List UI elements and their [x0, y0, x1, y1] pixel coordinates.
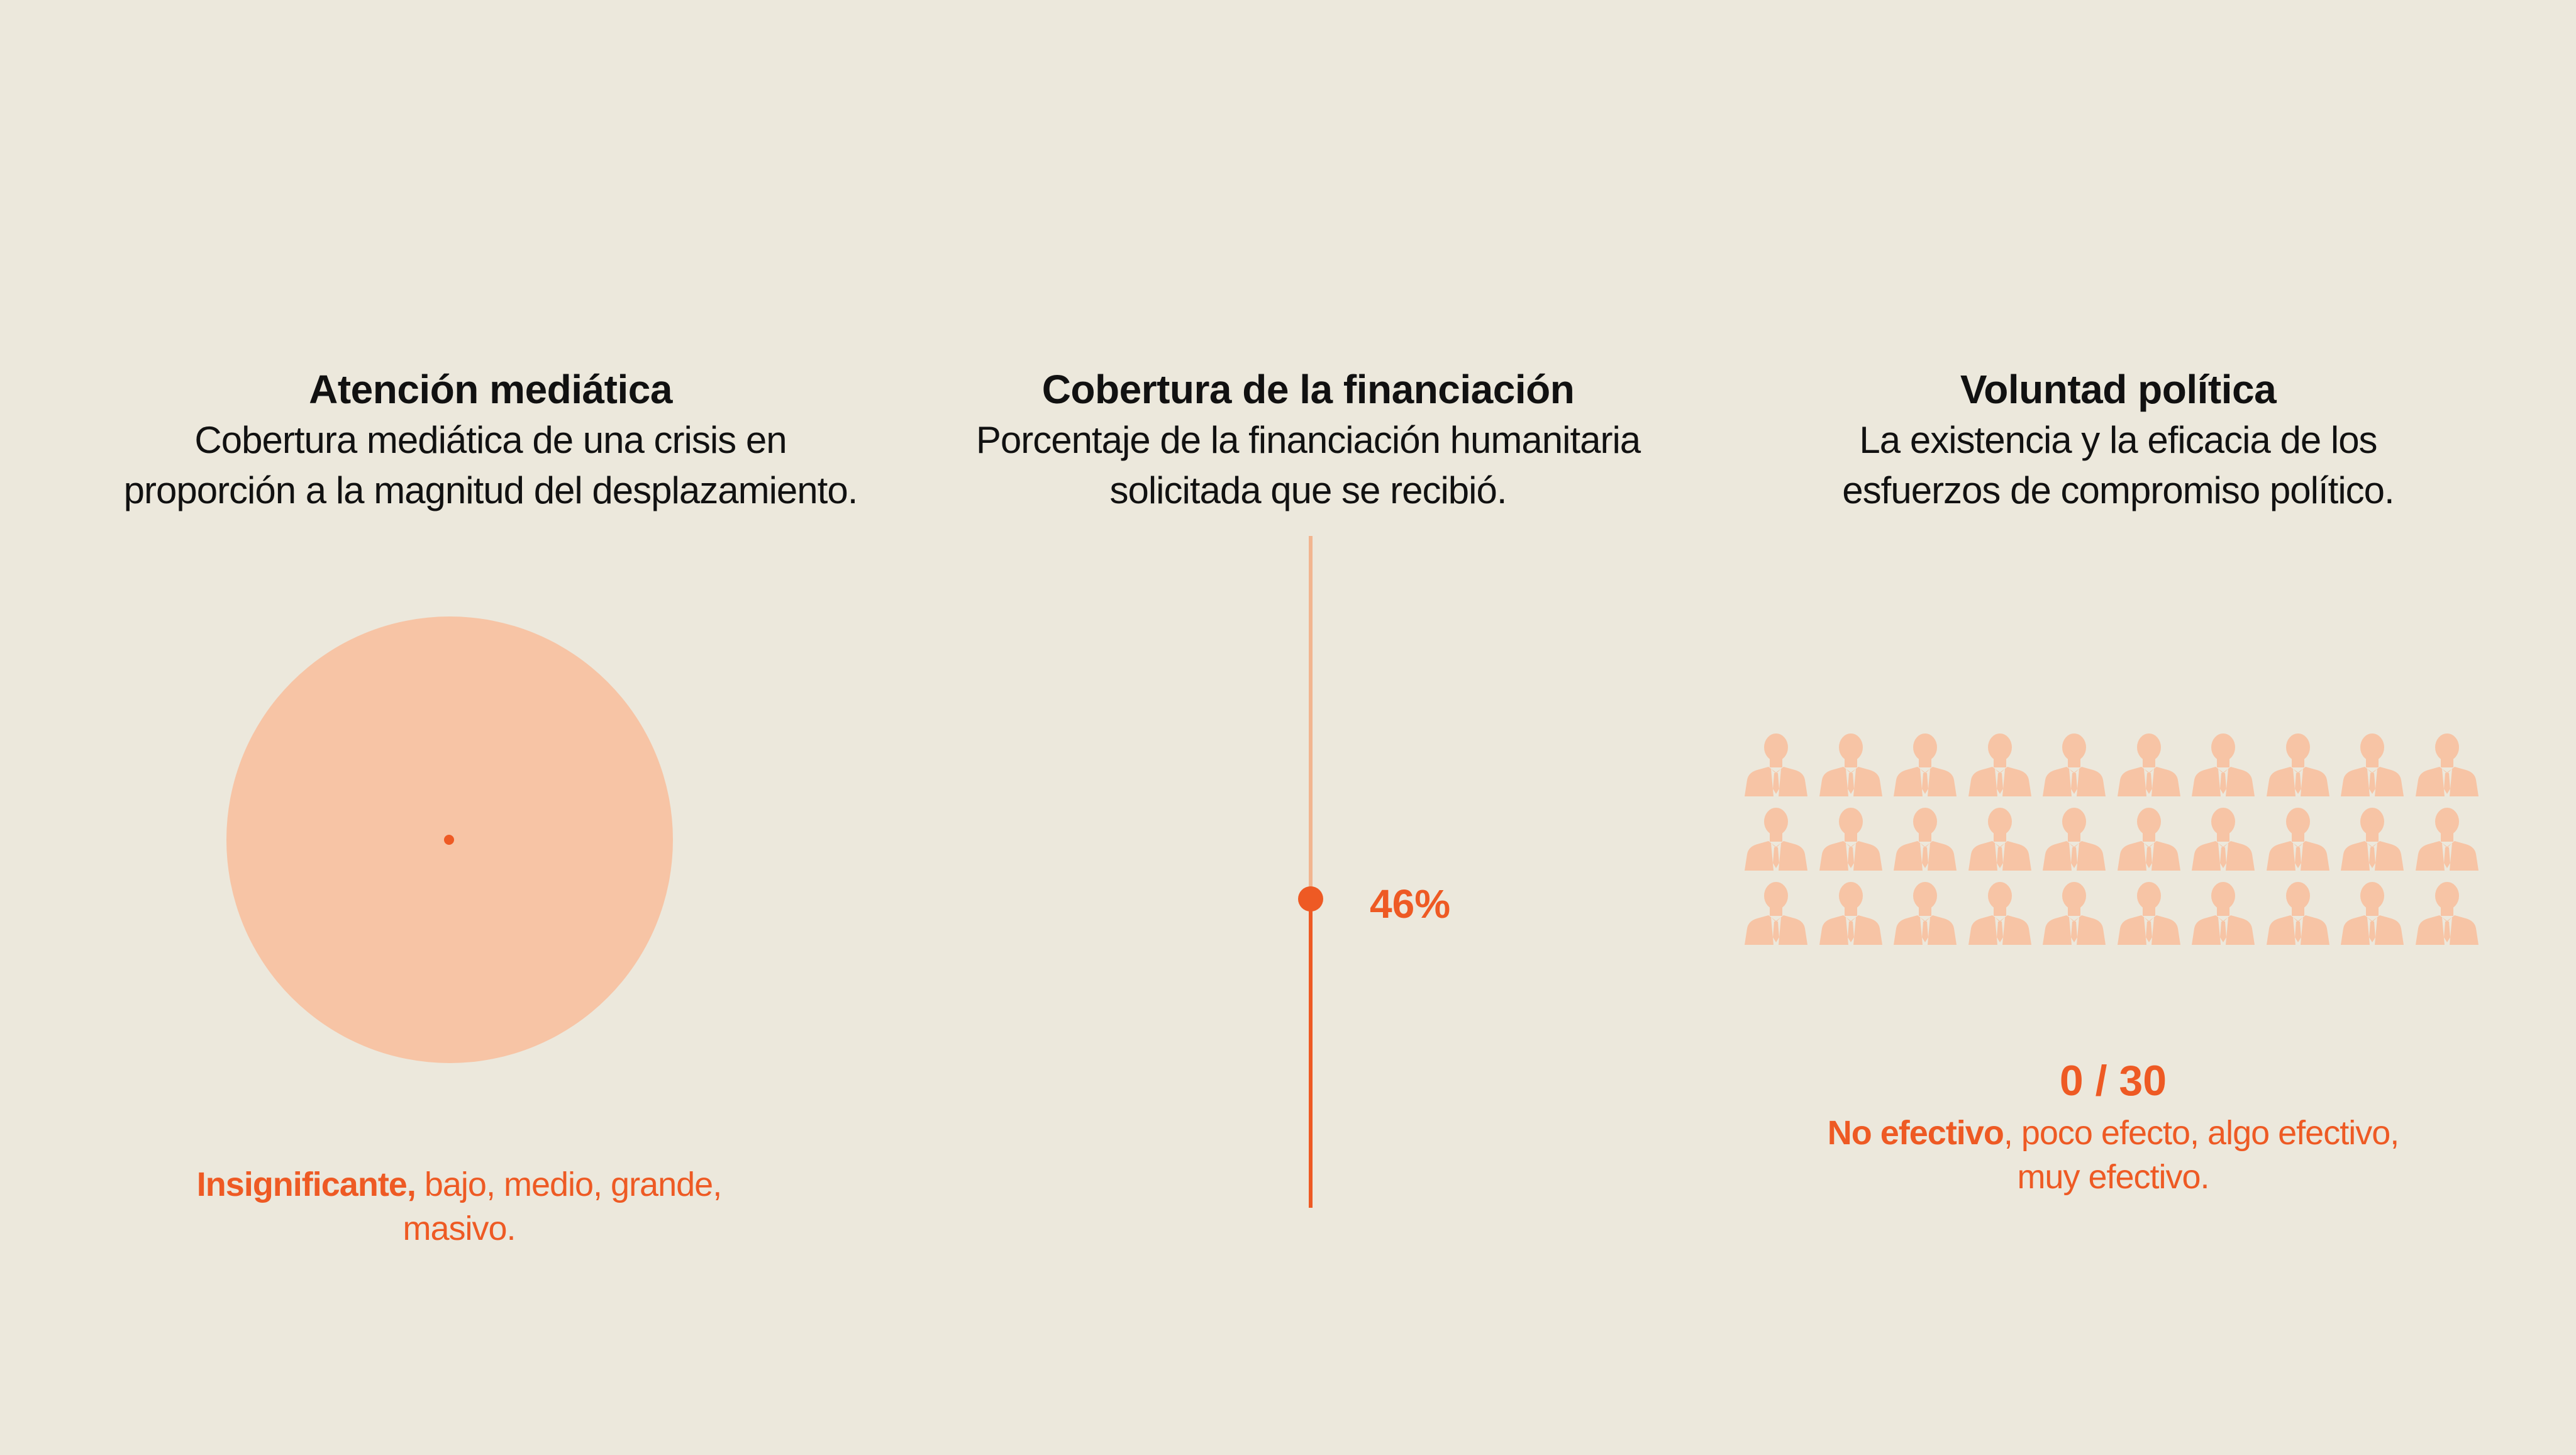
person-icon: [1745, 733, 1807, 796]
funding-coverage-section: Cobertura de la financiación Porcentaje …: [893, 0, 1723, 1455]
person-icon: [2043, 882, 2106, 945]
media-attention-section: Atención mediática Cobertura mediática d…: [0, 0, 981, 1455]
person-icon: [2043, 733, 2106, 796]
person-icon: [2192, 733, 2255, 796]
political-will-heading: Voluntad política La existencia y la efi…: [1660, 364, 2576, 516]
media-attention-heading: Atención mediática Cobertura mediática d…: [0, 364, 981, 516]
political-will-scale: No efectivo, poco efecto, algo efectivo,…: [1799, 1111, 2428, 1199]
person-icon: [2415, 733, 2479, 796]
funding-coverage-description: Porcentaje de la financiación humanitari…: [975, 419, 1641, 511]
funding-fill: [1309, 898, 1313, 1208]
person-icon: [1819, 733, 1882, 796]
funding-track: [1309, 536, 1313, 1208]
person-icon: [2415, 808, 2479, 871]
political-will-title: Voluntad política: [1960, 367, 2277, 412]
person-icon: [2415, 882, 2479, 945]
media-attention-description: Cobertura mediática de una crisis en pro…: [123, 419, 858, 511]
person-icon: [1968, 808, 2031, 871]
person-icon: [1745, 808, 1807, 871]
person-icon: [1968, 733, 2031, 796]
person-icon: [2192, 808, 2255, 871]
political-will-description: La existencia y la eficacia de los esfue…: [1842, 419, 2394, 511]
media-attention-scale: Insignificante, bajo, medio, grande, mas…: [189, 1162, 730, 1251]
media-attention-scale-rest: bajo, medio, grande, masivo.: [402, 1166, 722, 1247]
funding-percent-label: 46%: [1370, 881, 1451, 927]
political-will-scale-rest: , poco efecto, algo efectivo, muy efecti…: [2003, 1114, 2399, 1196]
political-will-level: No efectivo: [1827, 1114, 2004, 1152]
person-icon: [1968, 882, 2031, 945]
person-icon: [1894, 733, 1957, 796]
person-icon: [2117, 733, 2180, 796]
political-will-people-grid: [1742, 733, 2484, 947]
funding-coverage-title: Cobertura de la financiación: [1041, 367, 1575, 412]
person-icon: [2341, 882, 2404, 945]
person-icon: [2341, 733, 2404, 796]
person-icon: [2266, 882, 2329, 945]
person-icon: [2117, 808, 2180, 871]
person-icon: [1819, 808, 1882, 871]
person-icon: [2266, 808, 2329, 871]
funding-coverage-heading: Cobertura de la financiación Porcentaje …: [893, 364, 1723, 516]
person-icon: [1819, 882, 1882, 945]
person-icon: [1894, 882, 1957, 945]
person-icon: [2266, 733, 2329, 796]
person-icon: [2341, 808, 2404, 871]
person-icon: [2043, 808, 2106, 871]
media-attention-title: Atención mediática: [309, 367, 672, 412]
person-icon: [1894, 808, 1957, 871]
media-attention-level: Insignificante,: [196, 1166, 416, 1203]
person-icon: [2192, 882, 2255, 945]
funding-marker: [1298, 886, 1323, 911]
political-will-section: Voluntad política La existencia y la efi…: [1660, 0, 2576, 1455]
person-icon: [2117, 882, 2180, 945]
media-attention-dot: [444, 835, 454, 845]
political-will-score: 0 / 30: [2059, 1057, 2167, 1105]
person-icon: [1745, 882, 1807, 945]
